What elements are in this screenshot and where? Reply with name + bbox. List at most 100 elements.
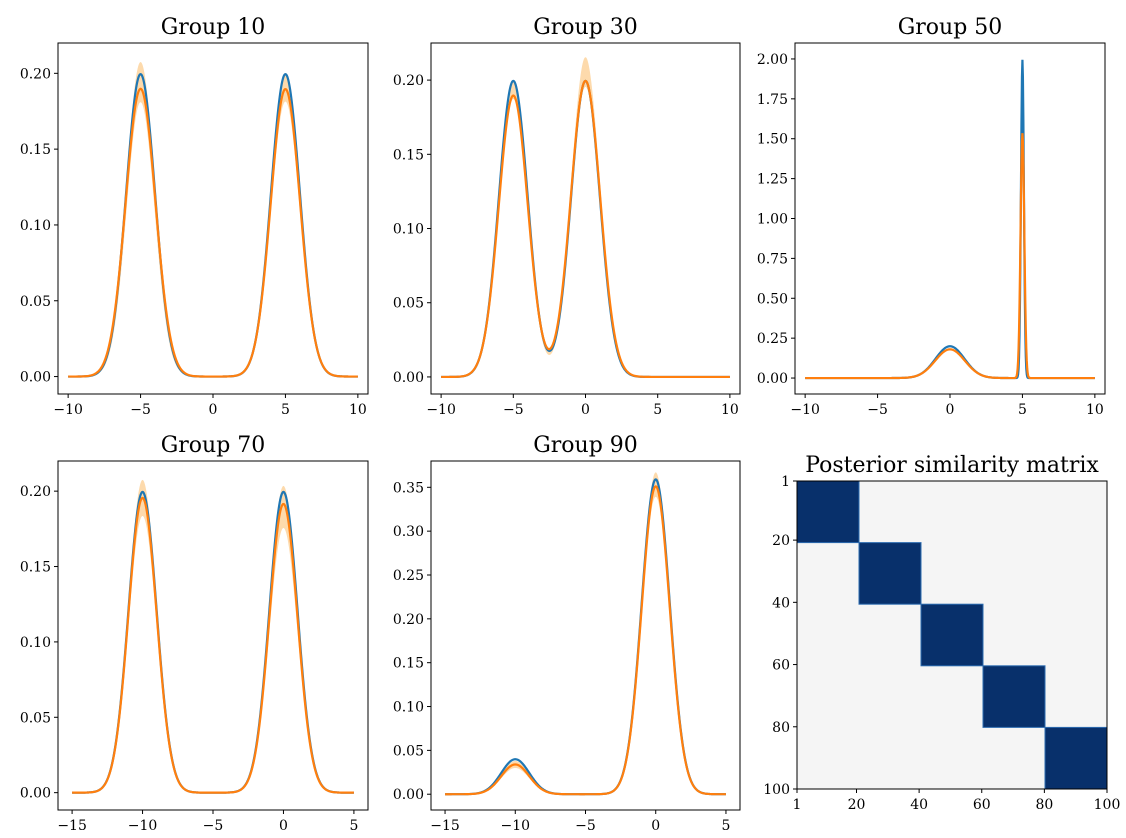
x-tick-label: 80 [1035, 797, 1053, 813]
x-tick-label: 5 [349, 818, 358, 834]
cluster-block-4 [982, 665, 1046, 728]
x-tick-label: 100 [1094, 797, 1121, 813]
subplot-1: Group 10 −10 −5 0 5 10 0.00 0.05 0.10 0.15 0.20 [20, 15, 369, 418]
density-line-2 [68, 87, 358, 378]
subplot-5: Group 90 −15 −10 −5 0 5 0.00 0.05 0.10 0.15 0.20 0.… [393, 433, 741, 834]
y-tick-label: 1.25 [757, 172, 788, 188]
y-tick-label: 0.30 [393, 524, 424, 540]
subplot-title: Group 50 [898, 15, 1003, 40]
axes-frame [796, 480, 1108, 790]
cluster-block-2 [858, 542, 922, 605]
subplot-2: Group 30 −10 −5 0 5 10 0.00 0.05 0.10 0.15 0.20 [393, 15, 741, 418]
x-tick-label: 20 [848, 797, 866, 813]
x-tick-label: −10 [426, 402, 456, 418]
y-tick-label: 0.05 [20, 294, 51, 310]
plot-area [445, 472, 726, 796]
y-tick-label: 0.20 [20, 66, 51, 82]
y-tick-label: 80 [772, 720, 790, 736]
subplot-title: Group 30 [533, 15, 638, 40]
x-tick-label: 0 [946, 402, 955, 418]
y-tick-label: 0.20 [393, 612, 424, 628]
x-tick-label: 10 [721, 402, 739, 418]
y-tick-label: 2.00 [757, 52, 788, 68]
y-tick-label: 40 [772, 595, 790, 611]
x-tick-label: 1 [793, 797, 802, 813]
plot-area [72, 479, 354, 794]
y-tick-label: 0.35 [393, 480, 424, 496]
y-tick-label: 0.10 [393, 222, 424, 238]
subplot-title: Group 90 [533, 433, 638, 458]
x-tick-label: 0 [651, 818, 660, 834]
axes-frame [57, 42, 369, 395]
y-tick-label: 0.00 [393, 787, 424, 803]
x-tick-label: 10 [1086, 402, 1104, 418]
y-tick-label: 0.10 [20, 218, 51, 234]
y-tick-label: 1.00 [757, 212, 788, 228]
x-tick-label: −5 [203, 818, 224, 834]
x-tick-label: 10 [349, 402, 367, 418]
x-tick-label: −5 [130, 402, 151, 418]
x-tick-label: −10 [53, 402, 83, 418]
x-tick-label: −10 [790, 402, 820, 418]
x-tick-label: −5 [503, 402, 524, 418]
y-tick-label: 100 [763, 782, 790, 798]
x-tick-label: −15 [430, 818, 460, 834]
x-tick-label: −5 [867, 402, 888, 418]
y-tick-label: 0.15 [20, 560, 51, 576]
y-tick-label: 0.10 [20, 635, 51, 651]
y-tick-label: 0.00 [393, 370, 424, 386]
cluster-block-3 [920, 603, 984, 667]
density-line-2 [72, 496, 354, 794]
y-tick-label: 1.75 [757, 92, 788, 108]
y-tick-label: 0.50 [757, 291, 788, 307]
axes-frame [430, 42, 741, 395]
y-tick-label: 0.25 [757, 331, 788, 347]
y-tick-label: 0.00 [20, 370, 51, 386]
plot-area [68, 62, 358, 378]
axes-frame [794, 42, 1106, 395]
subplot-4: Group 70 −15 −10 −5 0 5 0.00 0.05 0.10 0.15 0.20 [20, 433, 369, 834]
x-tick-label: 0 [279, 818, 288, 834]
x-tick-label: 5 [653, 402, 662, 418]
y-tick-label: 0.00 [757, 371, 788, 387]
subplot-3: Group 50 −10 −5 0 5 10 0.00 0.25 0.50 0.75 1.00 1.2… [757, 15, 1106, 418]
y-tick-label: 0.05 [20, 710, 51, 726]
x-tick-label: −10 [500, 818, 530, 834]
y-tick-label: 0.75 [757, 251, 788, 267]
y-tick-label: 20 [772, 533, 790, 549]
subplot-title: Group 70 [161, 433, 266, 458]
cluster-block-1 [796, 480, 860, 544]
y-tick-label: 0.05 [393, 743, 424, 759]
x-tick-label: 0 [209, 402, 218, 418]
y-tick-label: 0.15 [393, 147, 424, 163]
density-line-2 [445, 485, 726, 796]
x-tick-label: 0 [581, 402, 590, 418]
density-line-2 [805, 133, 1095, 380]
y-tick-label: 0.05 [393, 296, 424, 312]
x-tick-label: −10 [128, 818, 158, 834]
y-tick-label: 0.15 [20, 142, 51, 158]
plot-area [441, 57, 730, 379]
cluster-block-5 [1044, 726, 1108, 790]
plot-area [805, 59, 1095, 380]
x-tick-label: 5 [1018, 402, 1027, 418]
y-tick-label: 60 [772, 658, 790, 674]
axes-frame [57, 460, 369, 811]
x-tick-label: 5 [281, 402, 290, 418]
y-tick-label: 0.20 [393, 73, 424, 89]
subplot-6: Posterior similarity matrix 1 1 20 20 40 40 60 6… [763, 453, 1120, 813]
x-tick-label: 5 [721, 818, 730, 834]
subplot-title: Group 10 [161, 15, 266, 40]
axes-frame [430, 460, 741, 811]
subplot-title: Posterior similarity matrix [805, 453, 1099, 478]
y-tick-label: 1 [781, 474, 790, 490]
y-tick-label: 0.00 [20, 786, 51, 802]
density-line-1 [805, 59, 1095, 380]
credible-band [441, 57, 730, 377]
x-tick-label: 40 [910, 797, 928, 813]
y-tick-label: 0.25 [393, 568, 424, 584]
y-tick-label: 0.10 [393, 700, 424, 716]
density-line-2 [441, 79, 730, 379]
y-tick-label: 0.15 [393, 656, 424, 672]
